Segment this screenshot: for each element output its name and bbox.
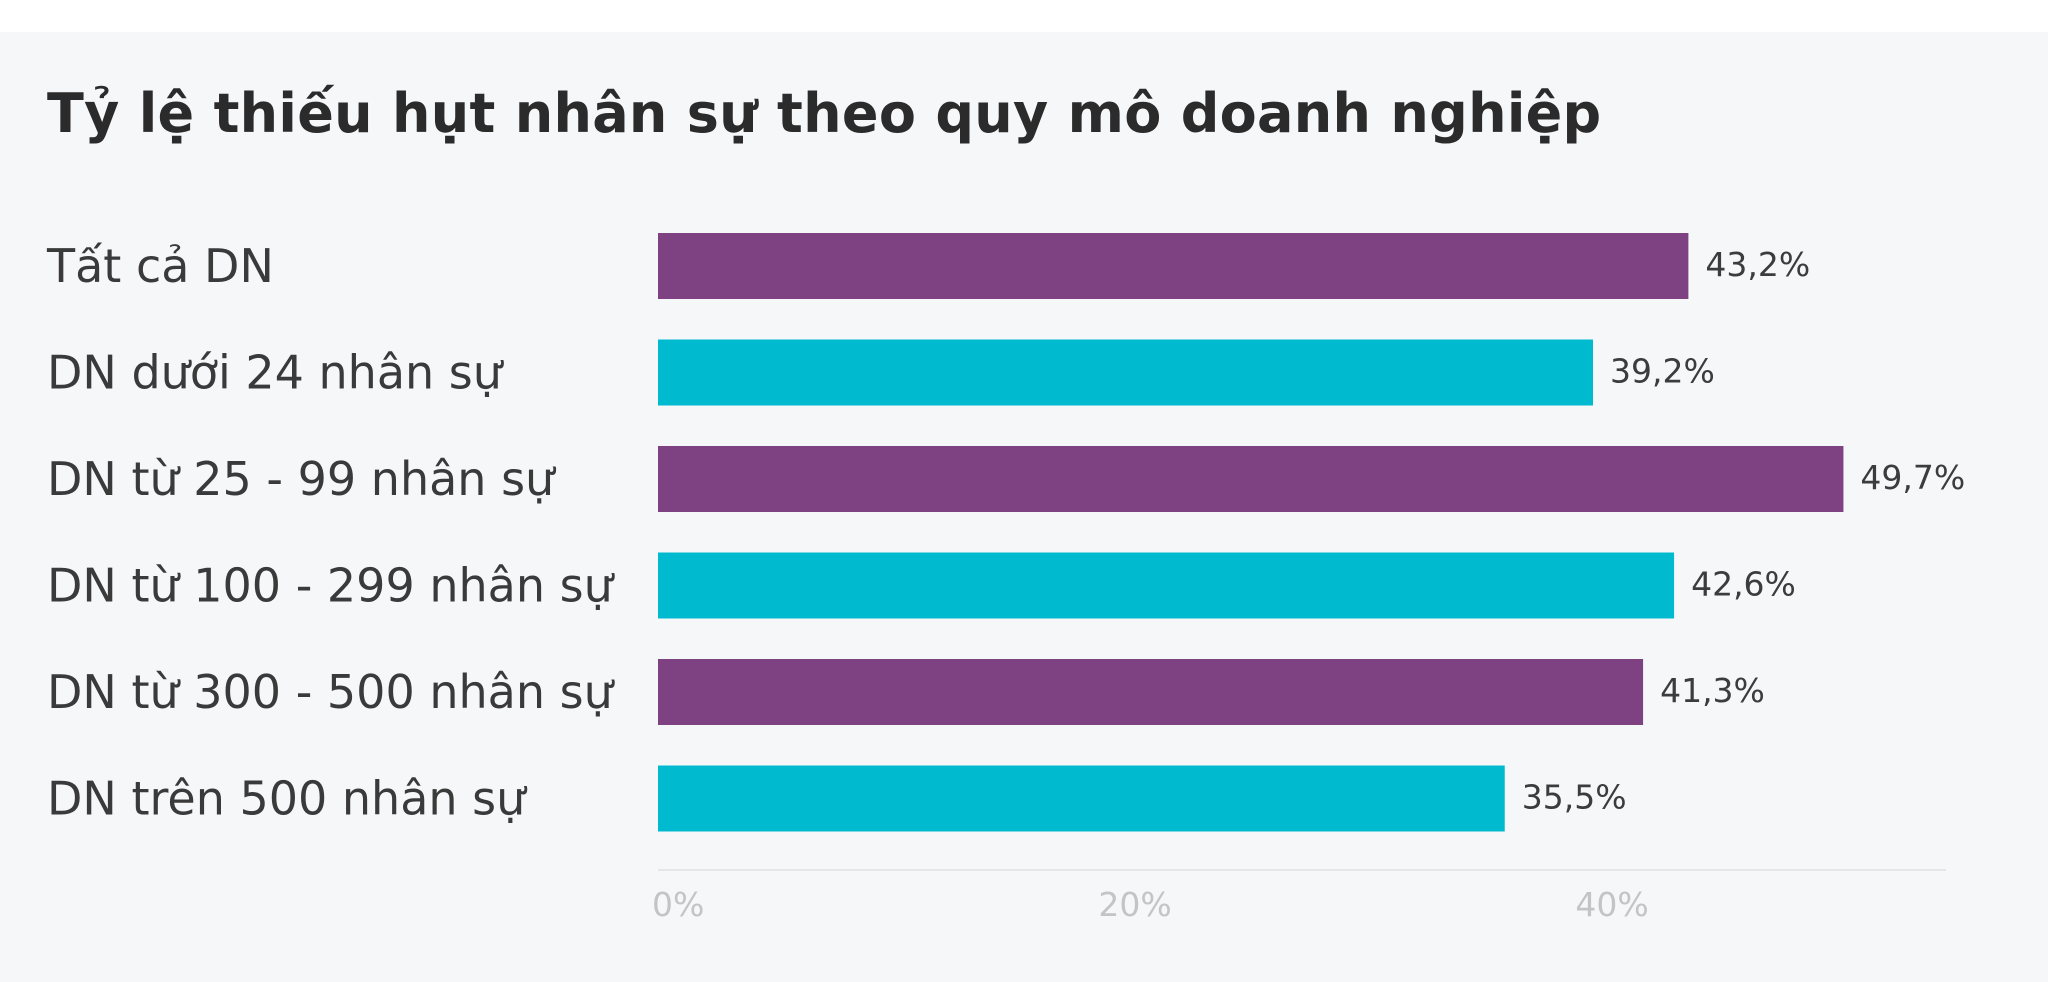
value-label-3: 49,7% [1860,458,1965,497]
value-label-1: 43,2% [1705,245,1810,284]
x-tick-label-3: 40% [1575,885,1648,924]
category-labels: Tất cả DN DN dưới 24 nhân sự DN từ 25 - 99… [46,239,616,826]
category-label-2: DN dưới 24 nhân sự [47,346,505,400]
bars [658,233,1844,832]
bar-1 [658,233,1689,299]
category-label-3: DN từ 25 - 99 nhân sự [47,452,557,506]
x-tick-label-2: 20% [1098,885,1171,924]
category-label-1: Tất cả DN [46,239,274,293]
bar-4 [658,552,1675,619]
category-label-6: DN trên 500 nhân sự [47,772,528,826]
value-labels: 43,2% 39,2% 49,7% 42,6% 41,3% 35,5% [1522,245,1966,817]
bar-5 [658,659,1644,725]
value-label-6: 35,5% [1522,778,1627,817]
tick-labels: 0% 20% 40% [652,885,1649,924]
x-tick-label-1: 0% [652,885,704,924]
value-label-2: 39,2% [1610,352,1715,391]
value-label-4: 42,6% [1691,565,1796,604]
bar-2 [658,339,1593,406]
category-label-5: DN từ 300 - 500 nhân sự [47,665,616,719]
category-label-4: DN từ 100 - 299 nhân sự [47,559,616,613]
bar-3 [658,446,1844,512]
chart-title: Tỷ lệ thiếu hụt nhân sự theo quy mô doan… [47,82,1602,145]
bar-6 [658,765,1505,832]
value-label-5: 41,3% [1660,671,1765,710]
